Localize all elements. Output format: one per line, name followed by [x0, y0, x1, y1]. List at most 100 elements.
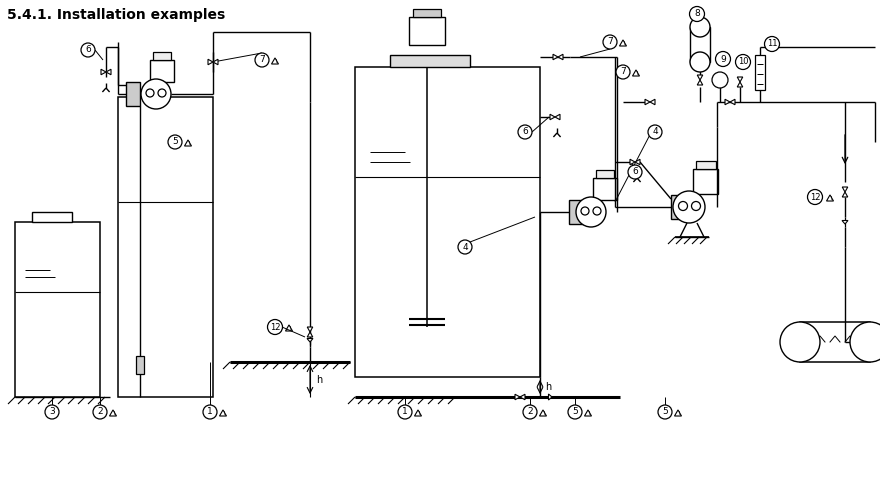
Bar [593, 178, 617, 200]
Polygon shape [553, 54, 558, 60]
Polygon shape [106, 69, 111, 75]
Polygon shape [650, 99, 655, 105]
Text: h: h [316, 375, 322, 385]
Polygon shape [558, 54, 563, 60]
Circle shape [690, 52, 710, 72]
Bar [755, 55, 765, 90]
Text: 5: 5 [572, 407, 578, 417]
Text: !: ! [542, 411, 545, 416]
Text: 6: 6 [522, 127, 528, 136]
Text: !: ! [677, 411, 679, 416]
Text: 8: 8 [694, 9, 700, 19]
Circle shape [692, 202, 700, 211]
Text: !: ! [222, 411, 224, 416]
Polygon shape [101, 69, 106, 75]
Text: !: ! [634, 71, 637, 76]
Polygon shape [213, 59, 218, 65]
Text: 9: 9 [720, 55, 726, 63]
Text: 7: 7 [607, 37, 612, 47]
Bar [569, 200, 583, 224]
Text: 5.4.1. Installation examples: 5.4.1. Installation examples [7, 8, 225, 22]
Polygon shape [307, 332, 312, 337]
Text: 5: 5 [662, 407, 668, 417]
Circle shape [690, 17, 710, 37]
Circle shape [616, 65, 630, 79]
Polygon shape [697, 80, 703, 85]
Text: 4: 4 [462, 243, 468, 251]
Bar [693, 169, 718, 194]
Text: !: ! [112, 411, 114, 416]
Bar [355, 67, 540, 377]
Bar [409, 17, 445, 45]
Circle shape [628, 165, 642, 179]
Text: h: h [545, 382, 551, 392]
Circle shape [255, 53, 269, 67]
Polygon shape [555, 114, 560, 120]
Text: 2: 2 [527, 407, 532, 417]
Text: 7: 7 [620, 67, 626, 76]
Circle shape [765, 36, 780, 52]
Text: 2: 2 [97, 407, 103, 417]
Bar [690, 27, 710, 62]
Text: 5: 5 [172, 137, 178, 147]
Text: 1: 1 [402, 407, 407, 417]
Text: 6: 6 [632, 167, 638, 177]
Circle shape [780, 322, 820, 362]
Polygon shape [725, 99, 730, 105]
Polygon shape [550, 114, 555, 120]
Bar [671, 195, 685, 219]
Polygon shape [208, 59, 213, 65]
Circle shape [673, 191, 705, 223]
Bar [118, 97, 213, 397]
Polygon shape [842, 192, 847, 197]
Circle shape [203, 405, 217, 419]
Circle shape [593, 207, 601, 215]
Bar [596, 170, 614, 178]
Bar [800, 322, 870, 362]
Polygon shape [307, 338, 313, 342]
Bar [150, 60, 174, 82]
Circle shape [603, 35, 617, 49]
Text: 11: 11 [766, 39, 777, 49]
Circle shape [850, 322, 880, 362]
Polygon shape [645, 99, 650, 105]
Text: 6: 6 [85, 45, 91, 55]
Bar [126, 82, 140, 106]
Text: !: ! [829, 196, 832, 201]
Polygon shape [730, 99, 735, 105]
Text: 3: 3 [49, 407, 55, 417]
Bar [136, 356, 144, 374]
Text: !: ! [187, 141, 189, 146]
Circle shape [158, 89, 166, 97]
Bar [32, 212, 72, 222]
Text: 12: 12 [270, 322, 280, 332]
Bar [153, 52, 171, 60]
Circle shape [146, 89, 154, 97]
Polygon shape [548, 394, 552, 400]
Circle shape [678, 202, 687, 211]
Text: 12: 12 [810, 192, 820, 202]
Circle shape [141, 79, 171, 109]
Text: !: ! [621, 41, 624, 46]
Circle shape [458, 240, 472, 254]
Text: 1: 1 [207, 407, 213, 417]
Polygon shape [737, 77, 743, 82]
Circle shape [658, 405, 672, 419]
Circle shape [81, 43, 95, 57]
Circle shape [518, 125, 532, 139]
Text: 10: 10 [737, 58, 748, 66]
Circle shape [712, 72, 728, 88]
Text: !: ! [417, 411, 419, 416]
Circle shape [268, 319, 282, 335]
Circle shape [576, 197, 606, 227]
Circle shape [736, 55, 751, 69]
Polygon shape [697, 75, 703, 80]
Circle shape [398, 405, 412, 419]
Text: !: ! [587, 411, 590, 416]
Bar [413, 9, 441, 17]
Bar [696, 161, 716, 169]
Circle shape [648, 125, 662, 139]
Text: !: ! [274, 59, 276, 64]
Polygon shape [630, 159, 635, 165]
Circle shape [45, 405, 59, 419]
